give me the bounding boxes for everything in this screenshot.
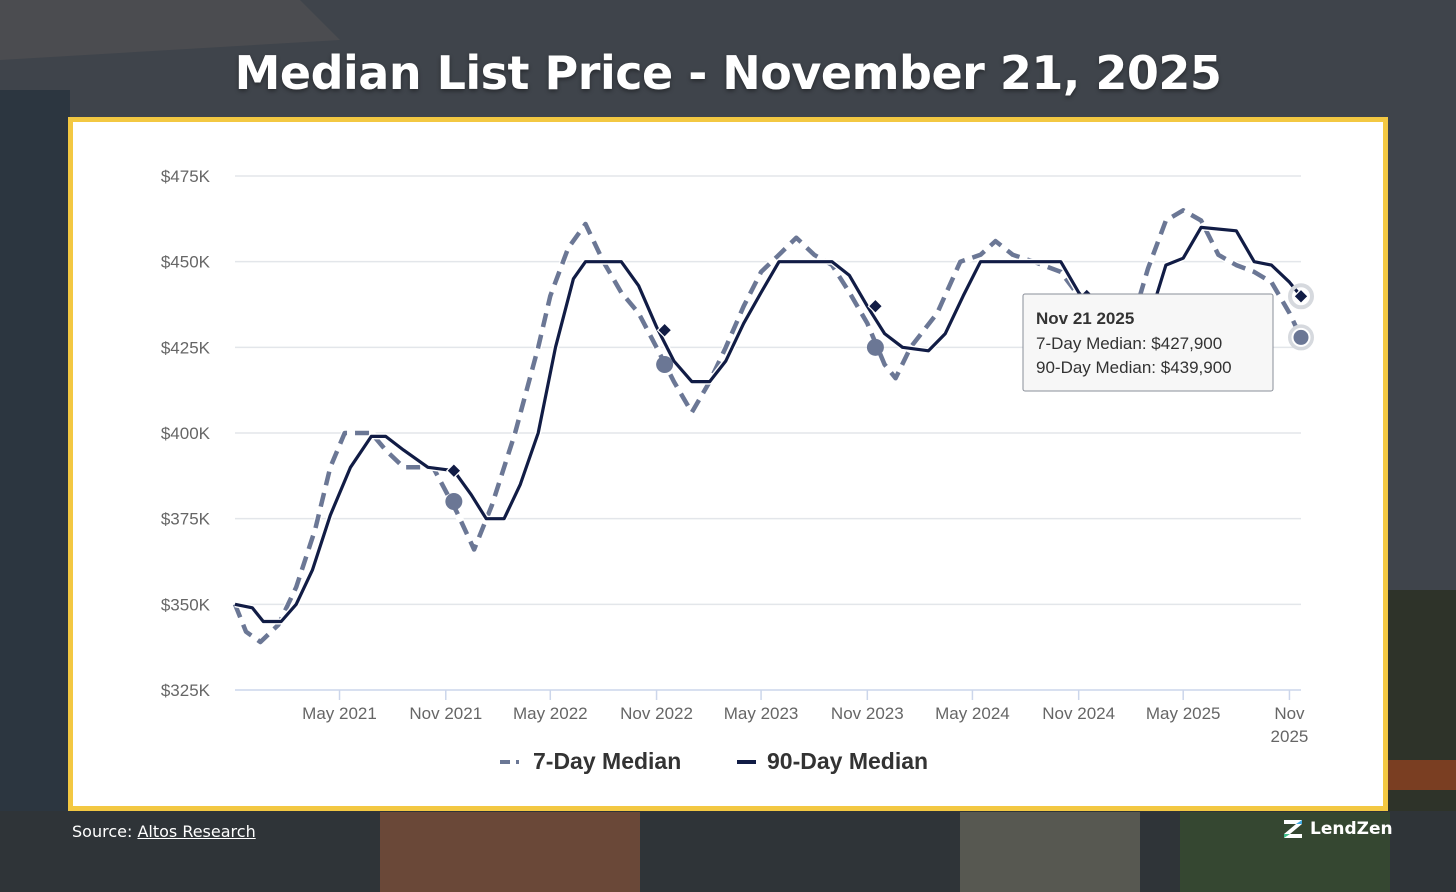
x-tick-label-line: Nov 2021 (409, 704, 482, 723)
source-credit: Source: Altos Research (72, 822, 256, 841)
chart-tooltip: Nov 21 2025 7-Day Median: $427,900 90-Da… (1022, 293, 1274, 392)
series-7day-marker (656, 355, 674, 373)
source-link[interactable]: Altos Research (137, 822, 256, 841)
x-tick-label: Nov 2024 (1042, 704, 1115, 723)
x-tick-label: May 2023 (724, 704, 799, 723)
tooltip-90day-value: $439,900 (1161, 358, 1232, 377)
x-tick-label-line: Nov 2022 (620, 704, 693, 723)
x-tick-label-line: Nov 2023 (831, 704, 904, 723)
series-90day-hover-ring (1288, 283, 1314, 310)
series-90day-marker (867, 298, 884, 315)
legend-label-90day: 90-Day Median (767, 748, 928, 774)
x-tick-label-line: May 2021 (302, 704, 377, 723)
legend-item-7day[interactable]: 7-Day Median (500, 748, 681, 774)
x-tick-label: Nov 2022 (620, 704, 693, 723)
series-7day-hover-ring (1288, 324, 1314, 351)
source-prefix: Source: (72, 822, 133, 841)
tooltip-line-90day: 90-Day Median: $439,900 (1036, 358, 1232, 377)
line-chart: $475K $450K $425K $400K $375K $350K $325K May … (161, 167, 1314, 774)
series-7day-marker (866, 338, 884, 356)
x-tick-label: May 2022 (513, 704, 588, 723)
legend-item-90day[interactable]: 90-Day Median (737, 748, 928, 774)
lendzen-logo-icon (1284, 820, 1302, 838)
y-tick-label: $425K (161, 338, 211, 357)
y-tick-label: $325K (161, 681, 211, 700)
tooltip-90day-label: 90-Day Median: (1036, 358, 1161, 377)
x-tick-label: Nov 2025 (1271, 704, 1309, 746)
series-90day-marker (1293, 288, 1309, 305)
x-tick-label-line: 2025 (1271, 727, 1309, 746)
tooltip-line-7day: 7-Day Median: $427,900 (1036, 334, 1222, 353)
series-lines (231, 206, 1305, 646)
x-tick-label: May 2024 (935, 704, 1010, 723)
brand-name: LendZen (1310, 819, 1393, 839)
page-title: Median List Price - November 21, 2025 (234, 46, 1222, 100)
x-axis: May 2021 Nov 2021 May 2022 Nov 2022 May 2023… (235, 689, 1309, 746)
y-tick-label: $400K (161, 424, 211, 443)
x-tick-label-line: May 2025 (1146, 704, 1221, 723)
x-tick-label-line: Nov 2024 (1042, 704, 1115, 723)
brand-logo: LendZen (1282, 818, 1393, 840)
series-90day-marker (446, 462, 462, 479)
y-tick-label: $375K (161, 510, 211, 529)
tooltip-7day-value: $427,900 (1151, 334, 1222, 353)
x-tick-label-line: May 2024 (935, 704, 1010, 723)
y-tick-label: $350K (161, 595, 211, 614)
x-tick-label-line: May 2022 (513, 704, 588, 723)
y-tick-label: $450K (161, 253, 211, 272)
x-tick-label-line: Nov (1274, 704, 1305, 723)
tooltip-7day-label: 7-Day Median: (1036, 334, 1151, 353)
x-tick-label: May 2025 (1146, 704, 1221, 723)
tooltip-box (1022, 293, 1274, 392)
chart-legend: 7-Day Median 90-Day Median (500, 748, 928, 774)
y-axis: $475K $450K $425K $400K $375K $350K $325K (161, 167, 211, 700)
series-7day-marker (445, 493, 463, 511)
x-tick-label: Nov 2023 (831, 704, 904, 723)
tooltip-date: Nov 21 2025 (1036, 309, 1134, 328)
x-tick-label: May 2021 (302, 704, 377, 723)
x-tick-label: Nov 2021 (409, 704, 482, 723)
series-90day-marker (656, 322, 673, 339)
chart-frame: $475K $450K $425K $400K $375K $350K $325K May … (68, 117, 1388, 811)
legend-label-7day: 7-Day Median (533, 748, 681, 774)
x-tick-label-line: May 2023 (724, 704, 799, 723)
y-tick-label: $475K (161, 167, 211, 186)
series-7day-marker (1291, 327, 1311, 347)
